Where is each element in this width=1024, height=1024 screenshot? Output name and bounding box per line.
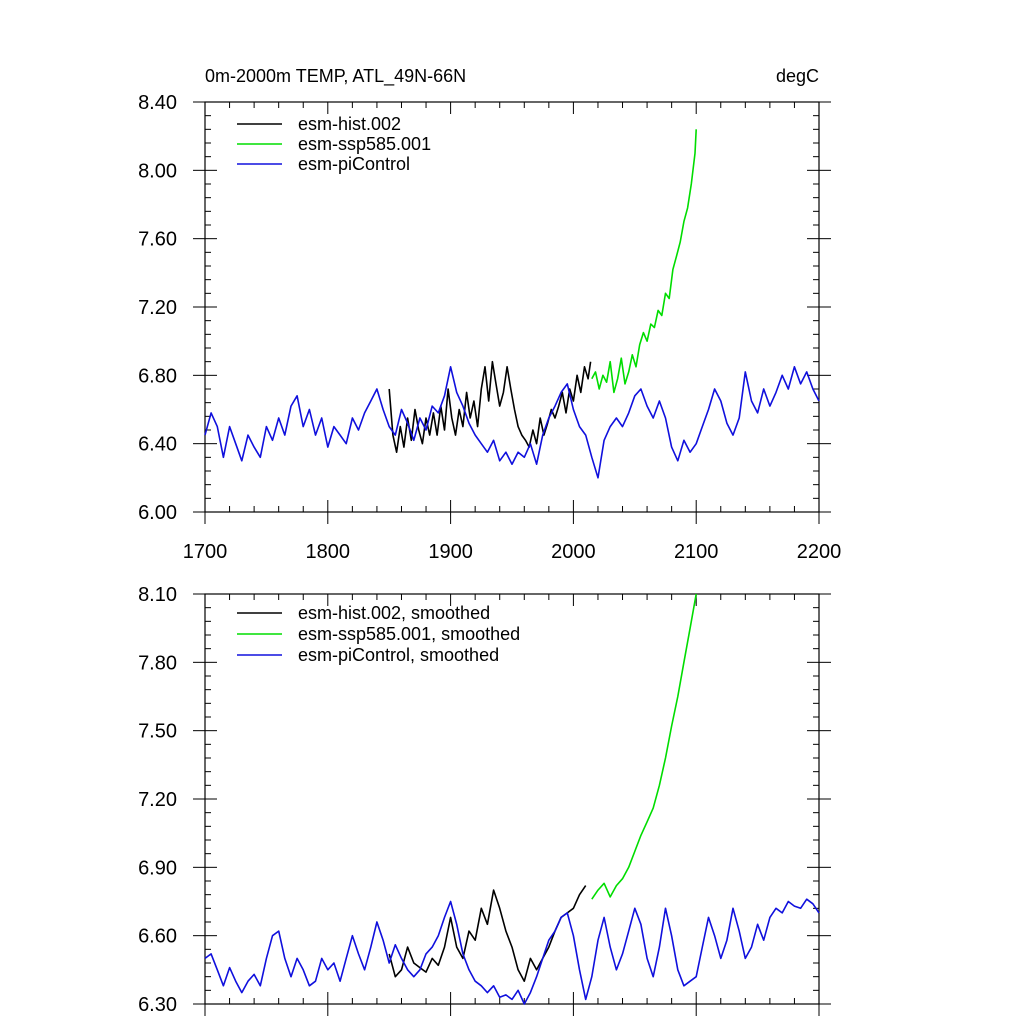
chart2-ytick-label: 7.20 <box>138 789 177 811</box>
chart1-series-2-line <box>204 365 820 479</box>
chart2-legend-label-0: esm-hist.002, smoothed <box>298 603 490 623</box>
chart1-xtick-label: 2200 <box>797 541 842 563</box>
chart2-ytick-label: 6.30 <box>138 994 177 1016</box>
chart2-ytick-label: 8.10 <box>138 584 177 606</box>
chart1-ytick-label: 6.80 <box>138 365 177 387</box>
chart1-xtick-label: 1900 <box>428 541 473 563</box>
chart1-title: 0m-2000m TEMP, ATL_49N-66N <box>205 66 466 87</box>
chart2-series-1-line <box>591 593 697 900</box>
chart2-ytick-label: 6.90 <box>138 857 177 879</box>
chart1-xtick-label: 2100 <box>674 541 719 563</box>
chart1-ytick-label: 8.00 <box>138 160 177 182</box>
chart1-legend-label-2: esm-piControl <box>298 154 410 174</box>
chart1-ytick-label: 6.00 <box>138 502 177 524</box>
chart1-legend-label-1: esm-ssp585.001 <box>298 134 431 154</box>
chart1-series-1-line <box>591 129 697 394</box>
chart2-ytick-label: 7.80 <box>138 652 177 674</box>
chart1-ytick-label: 7.20 <box>138 297 177 319</box>
chart2-legend-label-2: esm-piControl, smoothed <box>298 645 499 665</box>
chart1-series-0-line <box>388 360 592 454</box>
chart2-ytick-label: 6.60 <box>138 926 177 948</box>
chart2-series-2-line <box>204 898 820 1005</box>
chart1-legend-label-0: esm-hist.002 <box>298 114 401 134</box>
chart1-xtick-label: 2000 <box>551 541 596 563</box>
chart1-units: degC <box>776 66 819 86</box>
chart1-ytick-label: 6.40 <box>138 434 177 456</box>
chart1-xtick-label: 1800 <box>306 541 351 563</box>
chart2-legend-label-1: esm-ssp585.001, smoothed <box>298 624 520 644</box>
chart1-ytick-label: 8.40 <box>138 92 177 114</box>
chart1-xtick-label: 1700 <box>183 541 228 563</box>
chart2-ytick-label: 7.50 <box>138 721 177 743</box>
chart1-ytick-label: 7.60 <box>138 229 177 251</box>
chart2-series-0-line <box>388 885 587 983</box>
